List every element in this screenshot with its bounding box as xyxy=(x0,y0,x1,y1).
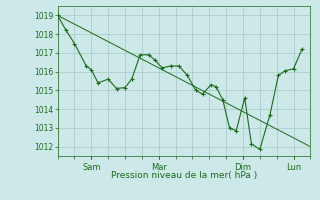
Text: Mar: Mar xyxy=(151,163,167,172)
X-axis label: Pression niveau de la mer( hPa ): Pression niveau de la mer( hPa ) xyxy=(111,171,257,180)
Text: Sam: Sam xyxy=(82,163,100,172)
Text: Lun: Lun xyxy=(286,163,301,172)
Text: Dim: Dim xyxy=(235,163,252,172)
